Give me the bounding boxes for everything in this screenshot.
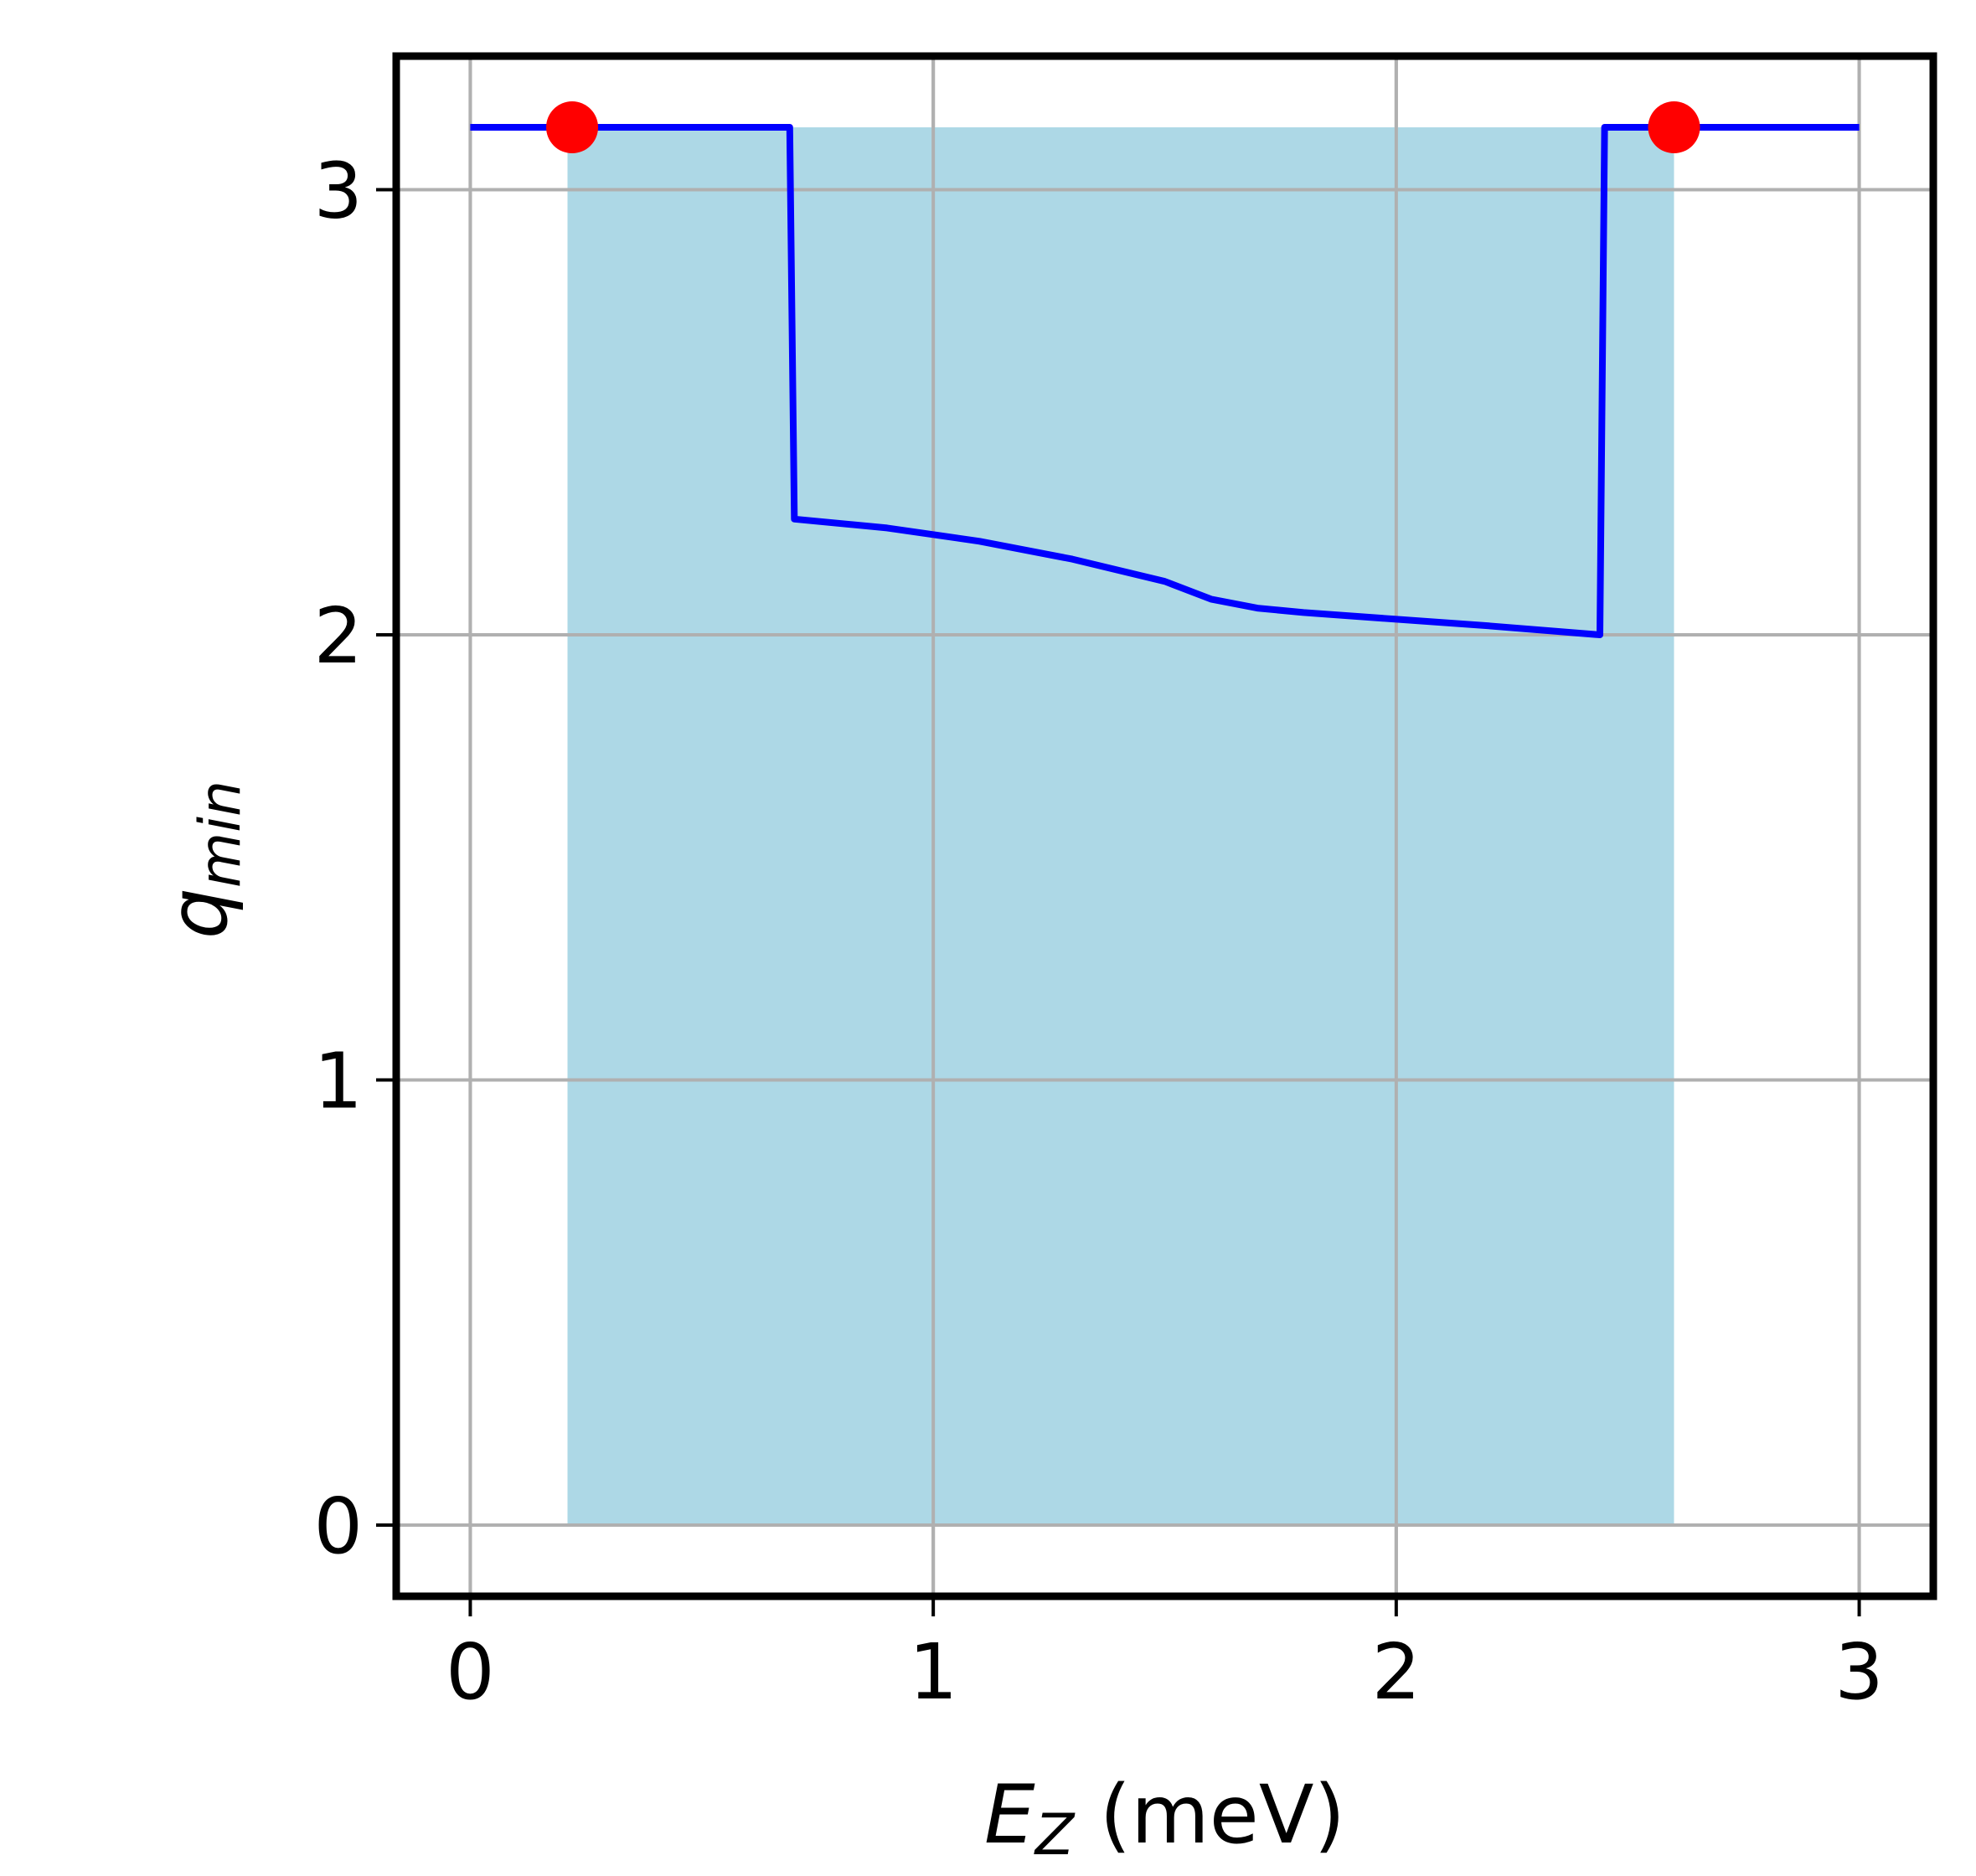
y-tick-label: 2	[313, 591, 363, 681]
x-tick-label: 3	[1834, 1627, 1884, 1717]
x-tick-label: 2	[1372, 1627, 1421, 1717]
grid-overlay	[396, 56, 1933, 1596]
x-axis-label-subscript: Z	[1034, 1802, 1076, 1868]
y-tick-label: 3	[313, 146, 363, 235]
y-tick-label: 1	[313, 1036, 363, 1126]
series-line-layer	[470, 124, 1860, 638]
plot-frame	[392, 52, 1937, 1600]
tick-layer: 0 1 2 3 0 1 2 3	[313, 146, 1883, 1717]
x-axis-label-symbol: E	[984, 1768, 1035, 1862]
x-tick-label: 1	[909, 1627, 958, 1717]
series-line-0	[470, 124, 1860, 638]
x-tick-label: 0	[446, 1627, 495, 1717]
y-tick-label: 0	[313, 1482, 363, 1571]
shaded-region	[567, 127, 1674, 1525]
y-axis-label-symbol: q	[152, 888, 245, 939]
x-axis-label: EZ (meV)	[984, 1768, 1345, 1868]
marker-point-0	[546, 101, 599, 154]
marker-point-1	[1648, 101, 1700, 154]
shaded-region-layer	[396, 56, 1933, 1596]
y-axis-label-subscript: min	[188, 781, 254, 888]
marker-layer	[546, 101, 1700, 154]
y-axis-label: qmin	[152, 781, 254, 939]
x-axis-label-unit: (meV)	[1074, 1768, 1345, 1862]
